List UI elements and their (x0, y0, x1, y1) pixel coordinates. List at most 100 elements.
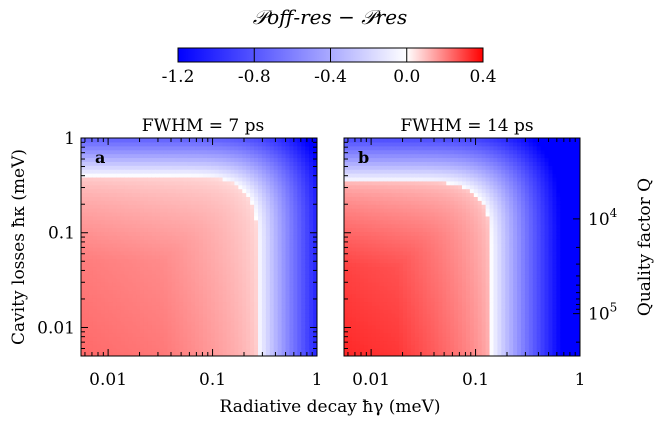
heatmap-cell (104, 200, 110, 205)
heatmap-cell (246, 196, 251, 201)
heatmap-cell (391, 239, 396, 244)
heatmap-cell (391, 309, 396, 314)
heatmap-cell (305, 282, 310, 287)
heatmap-cell (112, 141, 117, 147)
heatmap-cell (426, 274, 432, 279)
heatmap-cell (305, 208, 310, 213)
heatmap-cell (422, 157, 428, 162)
heatmap-cell (199, 254, 204, 260)
heatmap-cell (422, 161, 428, 166)
heatmap-cell (199, 161, 204, 166)
heatmap-cell (414, 223, 420, 229)
heatmap-cell (222, 274, 228, 279)
heatmap-cell (375, 243, 380, 248)
heatmap-cell (234, 239, 239, 244)
heatmap-cell (84, 317, 90, 322)
heatmap-cell (222, 282, 228, 287)
heatmap-cell (281, 176, 287, 182)
heatmap-cell (422, 293, 428, 299)
heatmap-cell (246, 219, 251, 225)
heatmap-cell (269, 192, 275, 197)
heatmap-cell (305, 340, 310, 345)
heatmap-cell (430, 208, 436, 213)
heatmap-cell (344, 270, 349, 275)
heatmap-cell (313, 320, 317, 326)
heatmap-cell (147, 169, 153, 174)
heatmap-cell (289, 157, 294, 162)
heatmap-cell (289, 180, 294, 186)
heatmap-cell (147, 262, 153, 268)
heatmap-cell (199, 188, 204, 194)
heatmap-cell (143, 266, 149, 271)
heatmap-cell (261, 344, 267, 349)
heatmap-cell (269, 200, 275, 205)
heatmap-cell (422, 192, 428, 197)
heatmap-cell (222, 348, 228, 353)
heatmap-cell (285, 247, 291, 252)
heatmap-cell (116, 328, 121, 334)
heatmap-cell (84, 184, 90, 190)
heatmap-cell (250, 313, 255, 318)
heatmap-cell (438, 138, 443, 143)
heatmap-cell (191, 153, 196, 159)
heatmap-cell (230, 305, 235, 310)
heatmap-cell (151, 250, 157, 256)
heatmap-cell (230, 141, 235, 147)
heatmap-cell (414, 215, 420, 221)
heatmap-cell (191, 278, 196, 283)
heatmap-cell (230, 317, 235, 322)
heatmap-cell (403, 348, 408, 353)
heatmap-cell (218, 204, 224, 209)
heatmap-cell (391, 208, 396, 213)
heatmap-cell (258, 332, 263, 338)
heatmap-cell (104, 192, 110, 197)
heatmap-cell (285, 223, 291, 229)
heatmap-cell (301, 258, 306, 264)
heatmap-cell (222, 145, 228, 151)
heatmap-cell (309, 285, 314, 291)
heatmap-cell (84, 328, 90, 334)
heatmap-cell (426, 282, 432, 287)
heatmap-cell (265, 215, 271, 221)
heatmap-cell (265, 231, 271, 236)
heatmap-cell (124, 289, 129, 295)
heatmap-cell (124, 204, 129, 209)
heatmap-cell (183, 149, 188, 155)
heatmap-cell (143, 274, 149, 279)
heatmap-cell (147, 184, 153, 190)
heatmap-cell (414, 324, 420, 330)
heatmap-cell (195, 161, 200, 166)
heatmap-cell (258, 274, 263, 279)
heatmap-cell (442, 149, 447, 155)
heatmap-cell (163, 176, 169, 182)
heatmap-cell (96, 165, 102, 170)
heatmap-cell (359, 332, 365, 338)
heatmap-cell (147, 278, 153, 283)
heatmap-cell (367, 328, 373, 334)
heatmap-cell (199, 227, 204, 233)
heatmap-cell (183, 278, 188, 283)
heatmap-cell (363, 266, 369, 271)
heatmap-cell (120, 219, 125, 225)
heatmap-cell (128, 247, 133, 252)
heatmap-cell (246, 204, 251, 209)
heatmap-cell (120, 282, 125, 287)
heatmap-cell (399, 141, 404, 147)
heatmap-cell (171, 278, 176, 283)
heatmap-cell (422, 254, 428, 260)
heatmap-cell (199, 243, 204, 248)
heatmap-cell (218, 176, 224, 182)
heatmap-cell (410, 219, 416, 225)
heatmap-cell (250, 348, 255, 353)
heatmap-cell (375, 223, 380, 229)
heatmap-cell (410, 297, 416, 303)
heatmap-cell (84, 270, 90, 275)
heatmap-cell (387, 200, 392, 205)
heatmap-cell (273, 161, 279, 166)
heatmap-cell (450, 344, 455, 349)
heatmap-cell (430, 188, 436, 194)
heatmap-cell (301, 211, 306, 217)
heatmap-cell (187, 332, 192, 338)
heatmap-cell (167, 235, 173, 240)
heatmap-cell (116, 305, 121, 310)
